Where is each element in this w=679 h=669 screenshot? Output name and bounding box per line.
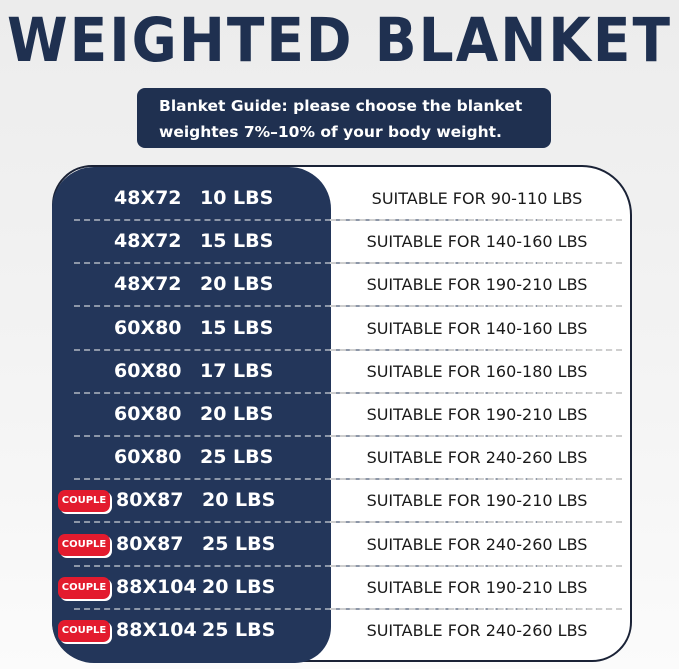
blanket-size: 88X104 <box>116 575 197 598</box>
blanket-size: 60X80 <box>114 359 182 382</box>
table-row: 48X72 20 LBS SUITABLE FOR 190-210 LBS <box>52 263 622 308</box>
row-divider-right <box>330 305 622 308</box>
row-divider-right <box>330 521 622 524</box>
blanket-size: 60X80 <box>114 446 182 469</box>
blanket-size: 80X87 <box>116 489 184 512</box>
blanket-guide: Blanket Guide: please choose the blanket… <box>137 88 551 148</box>
blanket-weight: 17 LBS <box>200 359 274 382</box>
row-divider-right <box>330 391 622 394</box>
row-divider-right <box>330 478 622 481</box>
suitable-weight: SUITABLE FOR 90-110 LBS <box>371 189 583 208</box>
suitable-weight: SUITABLE FOR 140-160 LBS <box>366 232 588 252</box>
table-row: 60X80 20 LBS SUITABLE FOR 190-210 LBS <box>52 393 622 437</box>
guide-line-2: weightes 7%–10% of your body weight. <box>159 123 502 141</box>
table-row: 48X72 10 LBS SUITABLE FOR 90-110 LBS <box>52 177 622 221</box>
suitable-weight: SUITABLE FOR 240-260 LBS <box>366 448 588 468</box>
blanket-weight: 10 LBS <box>200 187 274 209</box>
suitable-weight: SUITABLE FOR 190-210 LBS <box>366 275 588 295</box>
blanket-weight: 25 LBS <box>202 532 276 555</box>
table-row: 60X80 15 LBS SUITABLE FOR 140-160 LBS <box>52 307 622 351</box>
row-divider-right <box>330 219 622 221</box>
page-title: WEIGHTED BLANKET <box>6 4 673 76</box>
blanket-weight: 15 LBS <box>200 230 274 253</box>
suitable-weight: SUITABLE FOR 140-160 LBS <box>366 318 588 338</box>
suitable-weight: SUITABLE FOR 240-260 LBS <box>366 534 588 554</box>
blanket-size: 48X72 <box>114 230 182 253</box>
row-divider-right <box>330 348 622 351</box>
couple-badge: COUPLE <box>58 620 110 642</box>
blanket-weight: 25 LBS <box>202 619 276 641</box>
couple-badge: COUPLE <box>58 533 110 556</box>
guide-line-1: Blanket Guide: please choose the blanket <box>159 97 523 115</box>
table-row: COUPLE 80X87 25 LBS SUITABLE FOR 240-260 … <box>52 523 622 567</box>
couple-badge: COUPLE <box>58 490 110 513</box>
couple-badge: COUPLE <box>58 576 110 599</box>
suitable-weight: SUITABLE FOR 160-180 LBS <box>366 361 588 381</box>
table-row: 60X80 25 LBS SUITABLE FOR 240-260 LBS <box>52 436 622 481</box>
row-divider-right <box>330 262 622 265</box>
blanket-size: 60X80 <box>114 316 182 339</box>
blanket-weight: 20 LBS <box>202 489 276 512</box>
blanket-size: 88X104 <box>116 619 197 641</box>
blanket-weight: 15 LBS <box>200 316 274 339</box>
suitable-weight: SUITABLE FOR 190-210 LBS <box>366 577 588 597</box>
blanket-weight: 20 LBS <box>200 273 274 296</box>
blanket-size: 60X80 <box>114 403 182 425</box>
table-row: COUPLE 88X104 25 LBS SUITABLE FOR 240-260… <box>52 609 622 652</box>
blanket-weight: 20 LBS <box>200 403 274 425</box>
blanket-weight: 25 LBS <box>200 446 274 469</box>
blanket-size: 80X87 <box>116 532 184 555</box>
suitable-weight: SUITABLE FOR 190-210 LBS <box>366 405 588 424</box>
row-divider-right <box>330 564 622 567</box>
suitable-weight: SUITABLE FOR 240-260 LBS <box>366 621 588 640</box>
blanket-size: 48X72 <box>114 273 182 296</box>
blanket-weight: 20 LBS <box>202 575 276 598</box>
row-divider-right <box>330 607 622 610</box>
row-divider-right <box>330 435 622 437</box>
table-row: COUPLE 80X87 20 LBS SUITABLE FOR 190-210 … <box>52 479 622 524</box>
suitable-weight: SUITABLE FOR 190-210 LBS <box>366 491 588 511</box>
table-row: 60X80 17 LBS SUITABLE FOR 160-180 LBS <box>52 350 622 394</box>
table-row: COUPLE 88X104 20 LBS SUITABLE FOR 190-210… <box>52 566 622 610</box>
table-row: 48X72 15 LBS SUITABLE FOR 140-160 LBS <box>52 220 622 265</box>
blanket-size: 48X72 <box>114 187 182 209</box>
